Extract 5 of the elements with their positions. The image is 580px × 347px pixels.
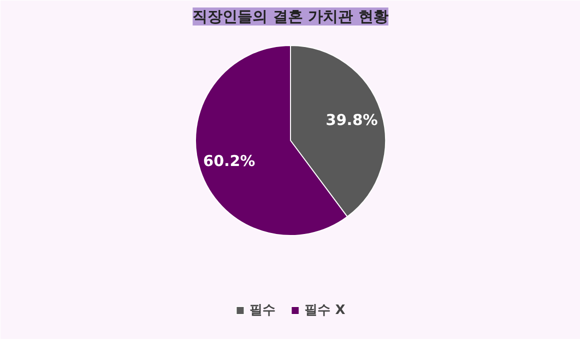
- legend-label: 필수 X: [304, 302, 346, 319]
- data-label: 39.8%: [326, 111, 378, 130]
- data-label: 60.2%: [203, 152, 256, 170]
- legend-label: 필수: [250, 302, 276, 319]
- chart-title: 직장인들의 결혼 가치관 현황: [192, 8, 388, 26]
